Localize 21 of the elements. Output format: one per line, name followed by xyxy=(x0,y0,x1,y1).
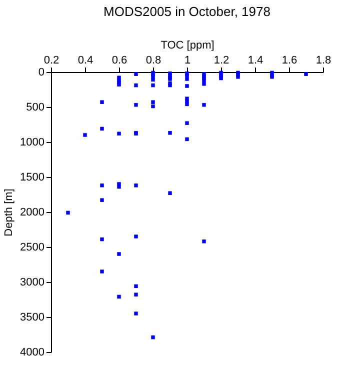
y-tick-label: 1500 xyxy=(20,172,44,184)
chart-title: MODS2005 in October, 1978 xyxy=(104,4,270,19)
x-tick-label: 0.6 xyxy=(112,54,128,66)
y-tick-label: 3500 xyxy=(20,312,44,324)
x-axis-title: TOC [ppm] xyxy=(160,40,214,52)
x-tick-label: 1 xyxy=(184,54,191,66)
x-tick-label: 1.6 xyxy=(282,54,298,66)
y-tick-label: 1000 xyxy=(20,136,44,148)
y-tick-label: 0 xyxy=(38,66,44,78)
x-tick-label: 1.4 xyxy=(248,54,264,66)
x-tick-label: 0.8 xyxy=(146,54,162,66)
y-axis-title: Depth [m] xyxy=(3,188,16,236)
y-tick-label: 2500 xyxy=(20,242,44,254)
x-tick-label: 1.2 xyxy=(214,54,230,66)
y-tick-label: 4000 xyxy=(20,346,44,358)
y-tick-label: 2000 xyxy=(20,206,44,218)
y-tick-label: 500 xyxy=(26,102,44,114)
y-tick-label: 3000 xyxy=(20,276,44,288)
x-tick-label: 0.2 xyxy=(44,54,60,66)
x-tick-label: 0.4 xyxy=(78,54,94,66)
x-tick-label: 1.8 xyxy=(316,54,332,66)
